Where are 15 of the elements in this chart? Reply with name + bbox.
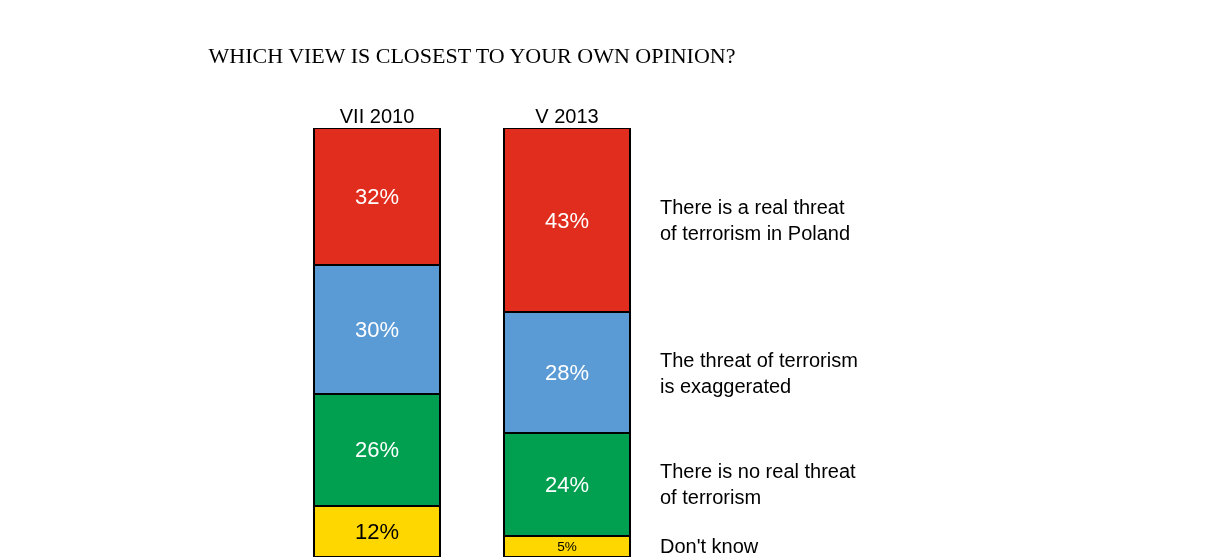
x-tick-label: VII 2010	[339, 105, 415, 127]
series-label: There is no real threat of terrorism	[660, 460, 857, 508]
data-label: 30%	[354, 317, 400, 343]
data-label: 24%	[544, 471, 590, 497]
x-tick-label: V 2013	[535, 105, 599, 127]
data-label: 12%	[354, 518, 400, 544]
chart-title: WHICH VIEW IS CLOSEST TO YOUR OWN OPINION?	[208, 43, 736, 69]
data-label: 32%	[354, 184, 400, 210]
data-label: 26%	[354, 437, 400, 463]
series-label: Don't know	[660, 535, 759, 557]
series-label: There is a real threat of terrorism in Poland	[660, 196, 851, 244]
data-label: 5%	[557, 538, 577, 554]
data-label: 43%	[544, 207, 590, 233]
series-label: The threat of terrorism is exaggerated	[660, 349, 858, 397]
data-label: 28%	[544, 360, 590, 386]
